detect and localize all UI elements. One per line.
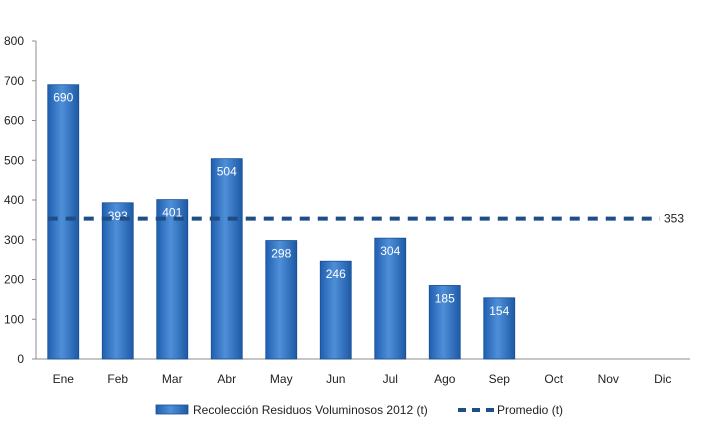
- legend: Recolección Residuos Voluminosos 2012 (t…: [155, 403, 563, 417]
- bar-value-label: 246: [326, 267, 346, 281]
- x-tick-label: Ene: [53, 372, 75, 386]
- x-tick-label: Nov: [598, 372, 619, 386]
- bar-value-label: 504: [217, 165, 237, 179]
- bar-value-label: 154: [489, 304, 509, 318]
- x-axis: Ene Feb Mar Abr May Jun Jul Ago Sep Oct Nov Dic: [36, 358, 690, 386]
- bar: [47, 84, 80, 360]
- bar: [319, 260, 352, 360]
- bar: [265, 240, 298, 360]
- bar-value-label: 185: [435, 291, 455, 305]
- x-tick-label: Dic: [654, 372, 671, 386]
- y-tick-label: 700: [4, 74, 24, 88]
- y-tick-label: 600: [4, 114, 24, 128]
- x-tick-label: Mar: [162, 372, 183, 386]
- y-tick-label: 300: [4, 233, 24, 247]
- bar: [483, 297, 516, 360]
- bar: [428, 285, 461, 360]
- y-tick-label: 400: [4, 193, 24, 207]
- bar: [374, 237, 407, 360]
- y-tick-label: 0: [17, 352, 24, 366]
- x-tick-label: Oct: [544, 372, 563, 386]
- x-tick-label: Abr: [217, 372, 236, 386]
- bar: [156, 199, 189, 360]
- bar-value-label: 401: [162, 206, 182, 220]
- x-tick-label: Jul: [383, 372, 398, 386]
- bar: [101, 202, 134, 360]
- x-tick-label: Ago: [434, 372, 456, 386]
- bar-value-label: 690: [53, 91, 73, 105]
- x-tick-label: May: [270, 372, 293, 386]
- bar: [210, 158, 243, 360]
- bar-value-label: 304: [380, 244, 400, 258]
- y-tick-label: 500: [4, 153, 24, 167]
- y-axis: 0 100 200 300 400 500 600 700 800: [4, 34, 37, 366]
- x-tick-label: Feb: [107, 372, 128, 386]
- x-tick-label: Sep: [489, 372, 511, 386]
- bar-value-label: 298: [271, 247, 291, 261]
- y-tick-label: 800: [4, 34, 24, 48]
- x-tick-label: Jun: [326, 372, 345, 386]
- average-value-label: 353: [664, 212, 684, 226]
- legend-label-average: Promedio (t): [497, 403, 563, 417]
- y-tick-label: 100: [4, 312, 24, 326]
- legend-swatch-bars: [155, 404, 189, 415]
- average-line-series: 353: [47, 212, 684, 226]
- y-tick-label: 200: [4, 273, 24, 287]
- legend-label-bars: Recolección Residuos Voluminosos 2012 (t…: [193, 403, 428, 417]
